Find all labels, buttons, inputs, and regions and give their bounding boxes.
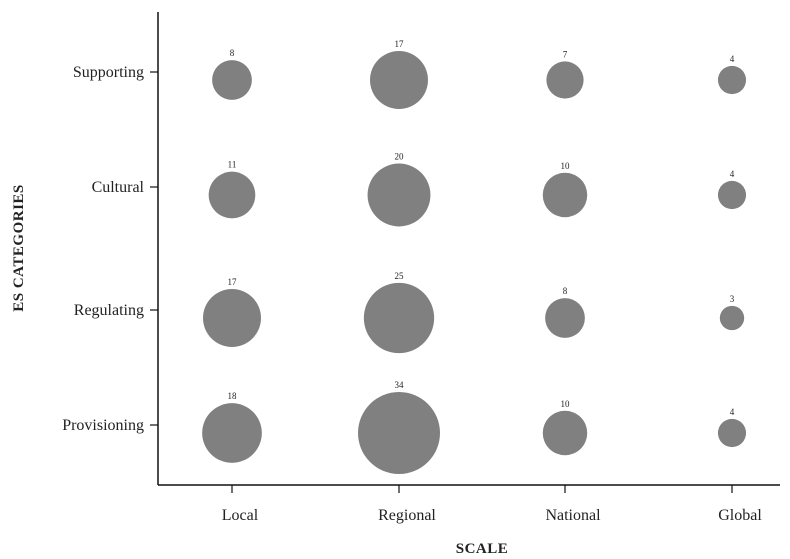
bubble-value-label: 4 [730,169,735,179]
bubble [717,418,747,448]
y-tick-label: Provisioning [62,417,144,434]
bubble-value-label: 10 [561,399,571,409]
bubble-value-label: 17 [395,39,405,49]
bubble-value-label: 8 [230,48,235,58]
bubble [363,282,435,354]
x-tick-label: National [545,507,601,524]
y-tick-label: Cultural [92,179,145,196]
bubble-value-label: 34 [395,380,405,390]
y-tick-label: Regulating [74,302,144,319]
bubbles [202,51,747,474]
x-tick-label: Global [718,507,762,524]
axes: Provisioning Regulating Cultural Supporting… [62,12,780,524]
x-tick-label: Regional [378,507,436,524]
bubble-value-label: 17 [228,277,238,287]
bubble [203,289,261,347]
bubble [545,298,585,338]
bubble [208,171,256,219]
bubble-value-label: 8 [563,286,568,296]
bubble-value-label: 4 [730,407,735,417]
bubble-value-label: 4 [730,54,735,64]
bubble-value-label: 11 [228,160,237,170]
bubble-value-label: 10 [561,161,571,171]
x-axis-title: SCALE [456,541,509,557]
bubble [212,60,252,100]
data-labels: 8 17 7 4 11 20 10 4 17 25 8 3 18 34 10 4 [228,39,735,417]
bubble [546,61,584,99]
bubble-value-label: 25 [395,271,405,281]
bubble [367,163,431,227]
bubble [370,51,428,109]
bubble [542,172,588,218]
bubble [358,392,440,474]
y-axis-title: ES CATEGORIES [11,184,27,312]
bubble-value-label: 20 [395,152,405,162]
bubble [542,410,588,456]
y-tick-label: Supporting [73,64,144,81]
bubble [719,305,745,331]
bubble-value-label: 3 [730,294,735,304]
bubble [202,403,262,463]
x-tick-label: Local [222,507,259,524]
bubble-value-label: 18 [228,391,238,401]
bubble [717,180,747,210]
bubble-value-label: 7 [563,49,568,59]
bubble [717,65,747,95]
